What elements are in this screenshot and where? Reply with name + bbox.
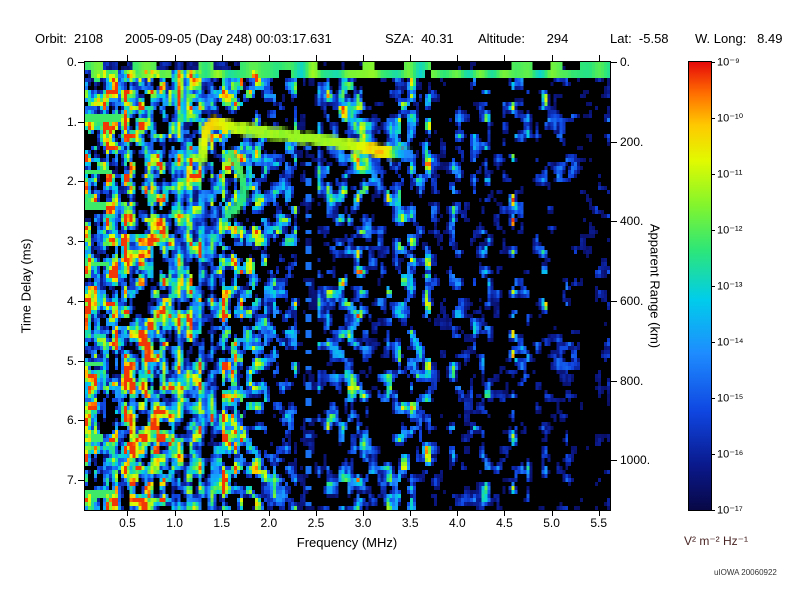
x-tick-label: 5.0: [543, 516, 560, 530]
colorbar-tick: [711, 342, 715, 343]
y-tick-label: 0.: [66, 55, 77, 69]
y-tick: [78, 420, 84, 422]
range-tick: [611, 300, 617, 302]
x-tick-label: 4.0: [448, 516, 466, 530]
colorbar-tick-label: 10⁻¹⁷: [717, 504, 743, 517]
spectrogram-plot: [84, 61, 611, 511]
x-tick-label: 3.5: [401, 516, 419, 530]
x-tick: [363, 510, 365, 516]
colorbar-tick: [711, 62, 715, 63]
x-tick: [551, 510, 553, 516]
colorbar-tick: [711, 118, 715, 119]
x-tick-top: [363, 55, 365, 61]
x-tick: [410, 510, 412, 516]
right-axis-title: Apparent Range (km): [647, 223, 663, 349]
x-tick-label: 5.5: [590, 516, 608, 530]
spectrogram-canvas: [85, 62, 610, 510]
x-tick: [598, 510, 600, 516]
x-tick-top: [598, 55, 600, 61]
x-tick-top: [127, 55, 129, 61]
x-tick-top: [174, 55, 176, 61]
colorbar-tick-label: 10⁻¹⁰: [717, 112, 744, 125]
y-tick: [78, 121, 84, 123]
x-tick-label: 3.0: [354, 516, 372, 530]
range-tick: [611, 62, 617, 63]
x-tick-label: 1.5: [213, 516, 230, 530]
x-tick-label: 4.5: [496, 516, 513, 530]
y-tick-label: 6.: [66, 413, 77, 428]
watermark: uIOWA 20060922: [714, 568, 777, 577]
range-tick-label: 800.: [620, 373, 644, 388]
y-axis-title: Time Delay (ms): [18, 238, 34, 334]
x-tick-top: [457, 55, 459, 61]
header-altitude: Altitude: 294: [478, 31, 569, 46]
colorbar-tick-label: 10⁻¹¹: [717, 168, 743, 181]
colorbar-tick: [711, 286, 715, 287]
header-latitude: Lat: -5.58: [610, 31, 669, 46]
header-datetime: 2005-09-05 (Day 248) 00:03:17.631: [125, 31, 332, 46]
y-tick: [78, 241, 84, 243]
colorbar-tick-label: 10⁻⁹: [717, 56, 740, 69]
colorbar-tick: [711, 230, 715, 231]
colorbar-tick-label: 10⁻¹⁶: [717, 448, 744, 461]
y-tick-label: 5.: [66, 353, 77, 368]
y-tick-label: 1.: [66, 114, 77, 129]
colorbar-tick: [711, 510, 715, 511]
x-tick-label: 2.0: [260, 516, 278, 530]
colorbar-tick: [711, 398, 715, 399]
range-tick: [611, 141, 617, 143]
y-tick-label: 2.: [66, 174, 77, 189]
colorbar-unit-label: V² m⁻² Hz⁻¹: [684, 534, 748, 548]
y-tick-label: 3.: [66, 234, 77, 249]
range-tick-label: 1000.: [620, 453, 651, 468]
range-tick-label: 200.: [620, 134, 644, 149]
range-tick-label: 600.: [620, 293, 644, 308]
y-tick: [78, 480, 84, 482]
y-tick-label: 4.: [66, 293, 77, 308]
x-tick: [268, 510, 270, 516]
header-sza: SZA: 40.31: [385, 31, 454, 46]
colorbar-tick-label: 10⁻¹⁵: [717, 392, 744, 405]
range-tick: [611, 460, 617, 462]
colorbar-tick: [711, 454, 715, 455]
x-tick-label: 2.5: [307, 516, 325, 530]
x-tick-top: [315, 55, 317, 61]
colorbar-tick-label: 10⁻¹⁴: [717, 336, 744, 349]
x-tick: [221, 510, 223, 516]
x-tick-top: [221, 55, 223, 61]
x-axis-title: Frequency (MHz): [296, 535, 398, 550]
y-tick: [78, 300, 84, 302]
y-tick: [78, 62, 84, 63]
y-tick: [78, 360, 84, 362]
x-tick-top: [551, 55, 553, 61]
y-tick: [78, 181, 84, 183]
colorbar: [688, 61, 712, 511]
header-orbit: Orbit: 2108: [35, 31, 103, 46]
x-tick: [127, 510, 129, 516]
range-tick: [611, 221, 617, 223]
x-tick: [504, 510, 506, 516]
range-tick: [611, 380, 617, 382]
header-west-longitude: W. Long: 8.49: [695, 31, 783, 46]
colorbar-tick-label: 10⁻¹²: [717, 224, 743, 237]
x-tick-top: [410, 55, 412, 61]
y-tick-label: 7.: [66, 473, 77, 488]
x-tick-label: 1.0: [166, 516, 183, 530]
colorbar-tick: [711, 174, 715, 175]
x-tick: [174, 510, 176, 516]
x-tick-label: 0.5: [119, 516, 136, 530]
range-tick-label: 0.: [620, 55, 631, 69]
x-tick-top: [268, 55, 270, 61]
x-tick-top: [504, 55, 506, 61]
colorbar-tick-label: 10⁻¹³: [717, 280, 743, 293]
x-tick: [315, 510, 317, 516]
x-tick: [457, 510, 459, 516]
range-tick-label: 400.: [620, 214, 644, 229]
